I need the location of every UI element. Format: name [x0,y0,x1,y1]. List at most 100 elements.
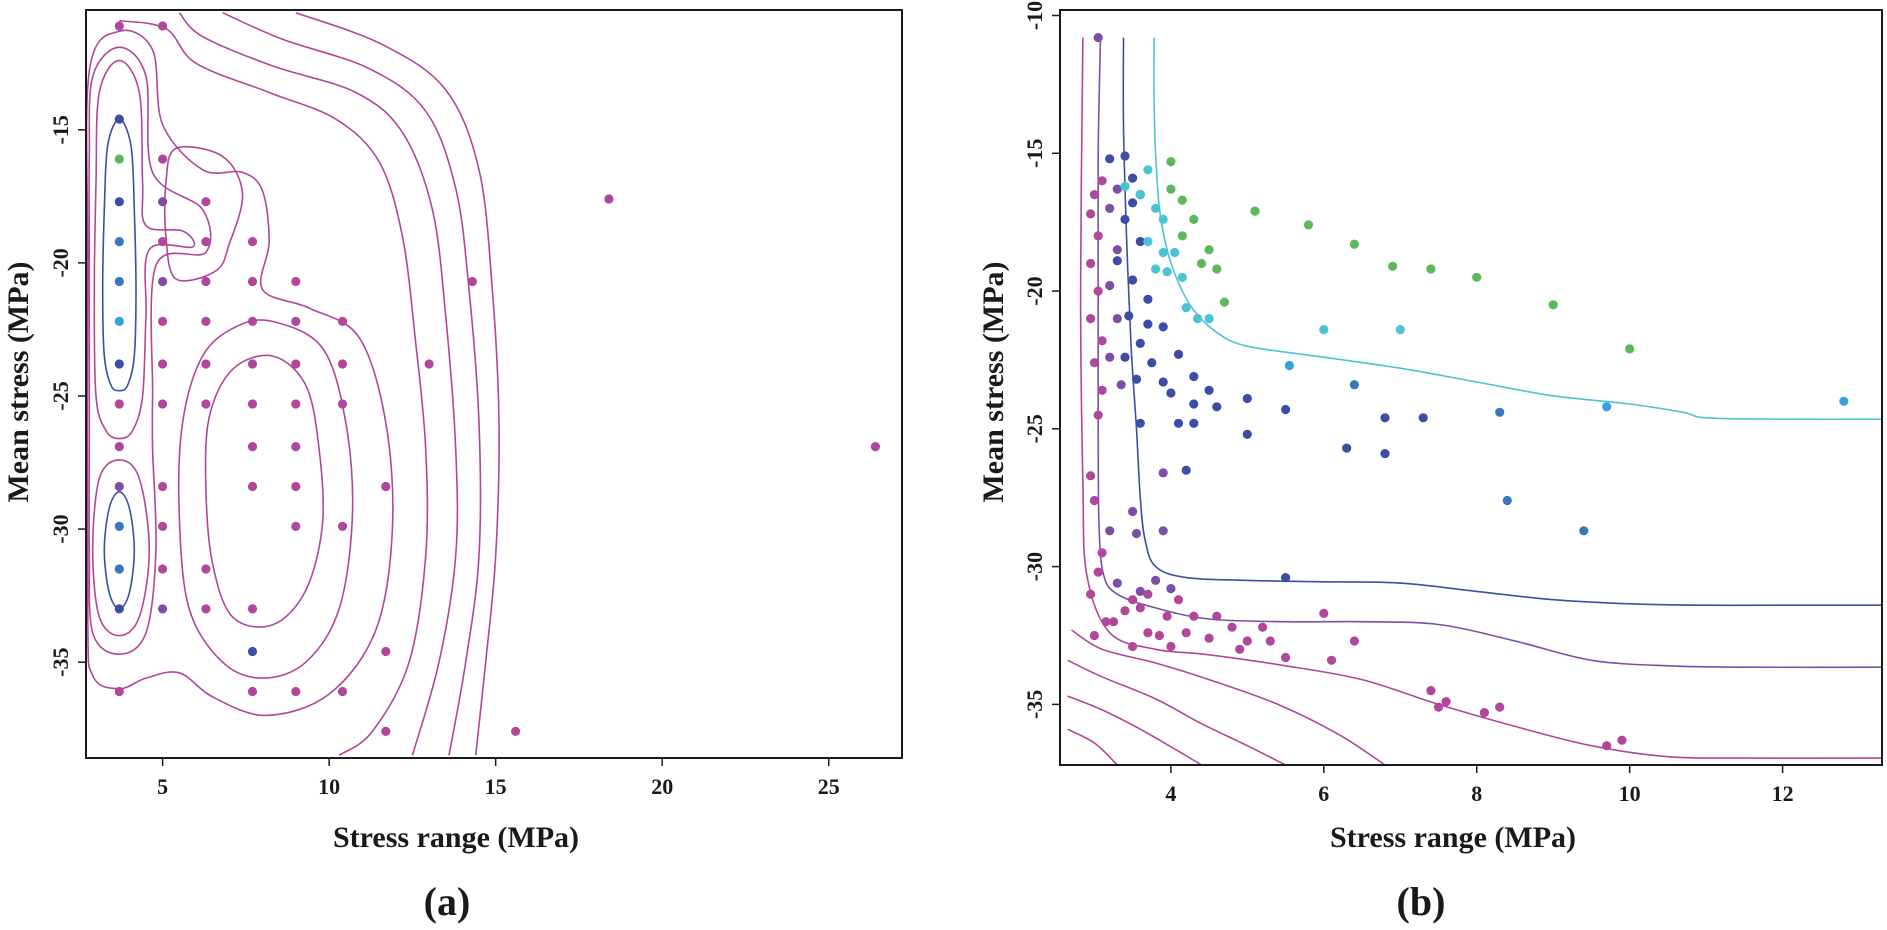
x-axis-label: Stress range (MPa) [1330,821,1576,854]
contour-line [1079,37,1882,759]
data-point [158,154,168,164]
data-point [1204,245,1214,255]
data-point [1441,697,1451,707]
data-point [1112,256,1122,266]
data-point [1143,294,1153,304]
data-point [1135,586,1145,597]
data-point [158,481,168,492]
data-point [1433,702,1444,712]
data-point [1418,413,1428,423]
y-axis-label: Mean stress (MPa) [977,261,1010,502]
contour-line [222,11,482,756]
data-point [1495,407,1505,417]
data-point [114,276,124,287]
data-point [337,316,348,326]
data-point [1151,203,1161,213]
data-point [158,399,168,409]
data-point [247,399,258,409]
x-tick-label: 25 [818,774,840,799]
data-point [1158,377,1168,387]
data-point [1181,303,1191,313]
contour-line [119,19,429,756]
data-point [1189,611,1199,621]
panel-a: 5 10 15 20 25 -15 -20 -25 -30 -35 Stress range (… [2,9,903,924]
data-point [1265,636,1275,646]
data-point [201,276,211,287]
data-point [158,276,168,287]
data-point [1166,157,1176,167]
data-point [1284,360,1294,371]
data-point [1093,286,1103,296]
data-point [1151,264,1161,274]
data-point [1380,413,1390,423]
y-tick-label: -25 [1022,414,1047,443]
x-tick-label: 12 [1772,781,1794,806]
data-point [604,194,614,204]
contour-line [1067,695,1202,765]
data-point [291,276,301,287]
data-point [1219,297,1229,307]
x-tick-label: 20 [651,774,673,799]
data-point [1120,214,1130,224]
data-point [1617,735,1627,745]
data-point [291,359,301,369]
data-point [1089,190,1099,200]
data-point [1143,319,1153,329]
data-point [1151,575,1161,586]
y-axis-label: Mean stress (MPa) [2,261,35,502]
data-point [1086,471,1096,481]
data-point [158,197,168,207]
data-point [1097,548,1107,558]
data-point [1212,402,1222,412]
data-point [1242,393,1252,404]
data-point [158,359,168,369]
data-point [1326,655,1337,665]
data-point [1120,606,1130,616]
data-point [1579,526,1589,536]
data-point [114,316,124,326]
x-axis: 5 10 15 20 25 [157,758,840,799]
data-point [1227,622,1237,632]
data-point [1204,385,1214,395]
data-point [1135,338,1145,348]
data-point [247,646,258,657]
contour-layer [86,11,500,756]
data-point [1177,231,1187,241]
contour-layer [1067,37,1882,765]
data-point [1112,184,1122,194]
y-axis: -15 -20 -25 -30 -35 [48,115,86,677]
data-point [158,604,168,614]
data-point [1112,314,1122,324]
data-point [158,237,168,247]
contour-line [1122,37,1882,607]
data-point [1128,595,1138,605]
data-point [1388,261,1398,271]
panel-b: 4 6 8 10 12 -10 -15 -20 -25 -30 -35 Stress range … [977,1,1883,924]
data-point [1135,236,1145,247]
data-point [1177,272,1187,282]
data-point [1166,641,1176,652]
data-point [1281,573,1291,583]
data-point [1602,741,1612,751]
data-point [1173,595,1184,605]
data-point [1204,633,1214,643]
x-tick-label: 10 [318,774,340,799]
data-point [114,481,124,492]
point-layer [114,21,881,737]
data-point [1105,203,1115,213]
data-point [1426,686,1436,696]
data-point [1105,352,1115,362]
data-point [201,316,211,326]
contour-line [177,319,354,679]
data-point [1166,388,1176,398]
data-point [114,604,124,614]
data-point [1128,641,1138,652]
data-point [201,237,211,247]
data-point [114,237,124,247]
data-point [158,521,168,532]
data-point [1135,603,1145,613]
data-point [1089,495,1099,506]
x-tick-label: 15 [485,774,507,799]
data-point [1158,526,1168,536]
